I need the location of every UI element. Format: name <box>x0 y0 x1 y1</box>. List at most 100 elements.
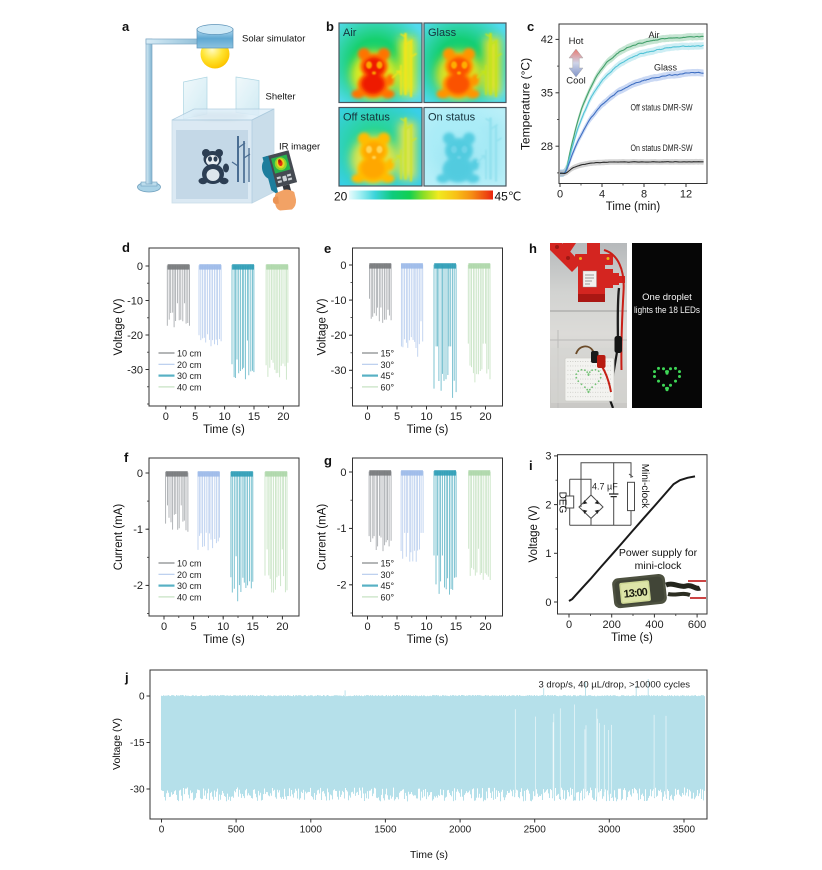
svg-text:40 cm: 40 cm <box>177 592 202 602</box>
svg-text:20 cm: 20 cm <box>177 360 202 370</box>
svg-text:IR imager: IR imager <box>279 142 320 153</box>
svg-text:0: 0 <box>139 692 145 703</box>
svg-text:0: 0 <box>161 621 167 633</box>
svg-text:30 cm: 30 cm <box>177 581 202 591</box>
svg-text:28: 28 <box>541 141 553 153</box>
svg-text:5: 5 <box>394 621 400 633</box>
svg-text:Glass: Glass <box>428 27 457 39</box>
svg-text:3500: 3500 <box>673 825 696 836</box>
svg-text:-2: -2 <box>133 580 143 592</box>
svg-text:4: 4 <box>599 189 605 201</box>
svg-text:20: 20 <box>334 190 348 204</box>
svg-text:3: 3 <box>545 451 551 463</box>
svg-text:20: 20 <box>276 621 288 633</box>
svg-text:0: 0 <box>364 621 370 633</box>
svg-text:0: 0 <box>566 619 572 631</box>
svg-text:d: d <box>122 240 130 255</box>
svg-text:Time (s): Time (s) <box>611 632 653 644</box>
svg-text:3000: 3000 <box>598 825 621 836</box>
svg-text:3 drop/s, 40 µL/drop, >10000 c: 3 drop/s, 40 µL/drop, >10000 cycles <box>539 680 691 691</box>
svg-text:15: 15 <box>450 411 462 423</box>
svg-text:10: 10 <box>217 621 229 633</box>
svg-text:Current (mA): Current (mA) <box>113 504 125 571</box>
svg-text:15: 15 <box>248 411 260 423</box>
svg-text:15: 15 <box>450 621 462 633</box>
svg-text:Air: Air <box>649 30 660 40</box>
svg-text:Mini-clock: Mini-clock <box>639 464 650 509</box>
svg-text:2: 2 <box>545 499 551 511</box>
svg-text:500: 500 <box>228 825 245 836</box>
svg-text:Voltage (V): Voltage (V) <box>111 718 123 770</box>
svg-text:a: a <box>122 19 130 34</box>
svg-text:35: 35 <box>541 88 553 100</box>
svg-text:Time (s): Time (s) <box>410 849 448 861</box>
svg-text:0: 0 <box>545 597 551 609</box>
svg-text:-30: -30 <box>127 364 143 376</box>
svg-text:200: 200 <box>603 619 621 631</box>
svg-text:Shelter: Shelter <box>266 92 296 103</box>
svg-text:Cool: Cool <box>566 76 586 87</box>
svg-text:20: 20 <box>277 411 289 423</box>
svg-text:0: 0 <box>163 411 169 423</box>
svg-text:10: 10 <box>420 411 432 423</box>
svg-text:h: h <box>529 241 537 256</box>
svg-text:5: 5 <box>394 411 400 423</box>
svg-text:Time (s): Time (s) <box>203 424 245 436</box>
svg-text:i: i <box>529 458 533 473</box>
svg-text:DEG: DEG <box>557 492 568 514</box>
svg-text:60°: 60° <box>381 592 395 602</box>
svg-text:Voltage (V): Voltage (V) <box>528 505 540 562</box>
svg-text:-1: -1 <box>337 523 347 535</box>
svg-text:0: 0 <box>137 261 143 273</box>
svg-text:5: 5 <box>192 411 198 423</box>
svg-text:60°: 60° <box>381 382 395 392</box>
svg-text:4.7 µF: 4.7 µF <box>592 482 618 492</box>
svg-text:-1: -1 <box>133 524 143 536</box>
svg-text:2500: 2500 <box>524 825 547 836</box>
svg-text:Time (s): Time (s) <box>407 634 449 646</box>
svg-text:g: g <box>324 453 332 468</box>
svg-text:10: 10 <box>218 411 230 423</box>
svg-text:Voltage (V): Voltage (V) <box>317 298 329 355</box>
svg-text:On status: On status <box>428 112 476 124</box>
svg-text:Time (s): Time (s) <box>407 424 449 436</box>
svg-text:15: 15 <box>247 621 259 633</box>
svg-text:Voltage (V): Voltage (V) <box>113 298 125 355</box>
svg-text:Current (mA): Current (mA) <box>317 504 329 571</box>
svg-text:10: 10 <box>420 621 432 633</box>
svg-text:e: e <box>324 241 331 256</box>
svg-text:15°: 15° <box>381 349 395 359</box>
svg-text:f: f <box>124 450 129 465</box>
svg-text:10 cm: 10 cm <box>177 349 202 359</box>
svg-text:0: 0 <box>137 468 143 480</box>
svg-text:1500: 1500 <box>374 825 397 836</box>
svg-text:c: c <box>527 19 534 34</box>
svg-text:2000: 2000 <box>449 825 472 836</box>
svg-text:45°: 45° <box>381 581 395 591</box>
svg-text:13:00: 13:00 <box>623 586 648 600</box>
svg-text:Power supply for: Power supply for <box>619 547 698 559</box>
svg-text:On status DMR-SW: On status DMR-SW <box>631 143 693 153</box>
svg-text:5: 5 <box>191 621 197 633</box>
svg-text:Off status: Off status <box>343 112 390 124</box>
svg-text:30°: 30° <box>381 570 395 580</box>
svg-text:0: 0 <box>557 189 563 201</box>
svg-text:-10: -10 <box>127 295 143 307</box>
svg-text:30 cm: 30 cm <box>177 371 202 381</box>
svg-text:20: 20 <box>479 621 491 633</box>
svg-text:Solar simulator: Solar simulator <box>242 34 305 45</box>
svg-text:Air: Air <box>343 27 357 39</box>
svg-text:20: 20 <box>479 411 491 423</box>
svg-text:12: 12 <box>680 189 692 201</box>
svg-text:15°: 15° <box>381 559 395 569</box>
svg-text:Off status DMR-SW: Off status DMR-SW <box>631 103 693 113</box>
svg-text:-20: -20 <box>127 330 143 342</box>
svg-text:0: 0 <box>364 411 370 423</box>
svg-text:42: 42 <box>541 34 553 46</box>
svg-text:30°: 30° <box>381 360 395 370</box>
svg-text:Hot: Hot <box>569 36 584 47</box>
svg-text:-15: -15 <box>130 738 145 749</box>
svg-text:8: 8 <box>641 189 647 201</box>
svg-text:45℃: 45℃ <box>495 190 522 204</box>
svg-text:Temperature (°C): Temperature (°C) <box>519 58 533 150</box>
